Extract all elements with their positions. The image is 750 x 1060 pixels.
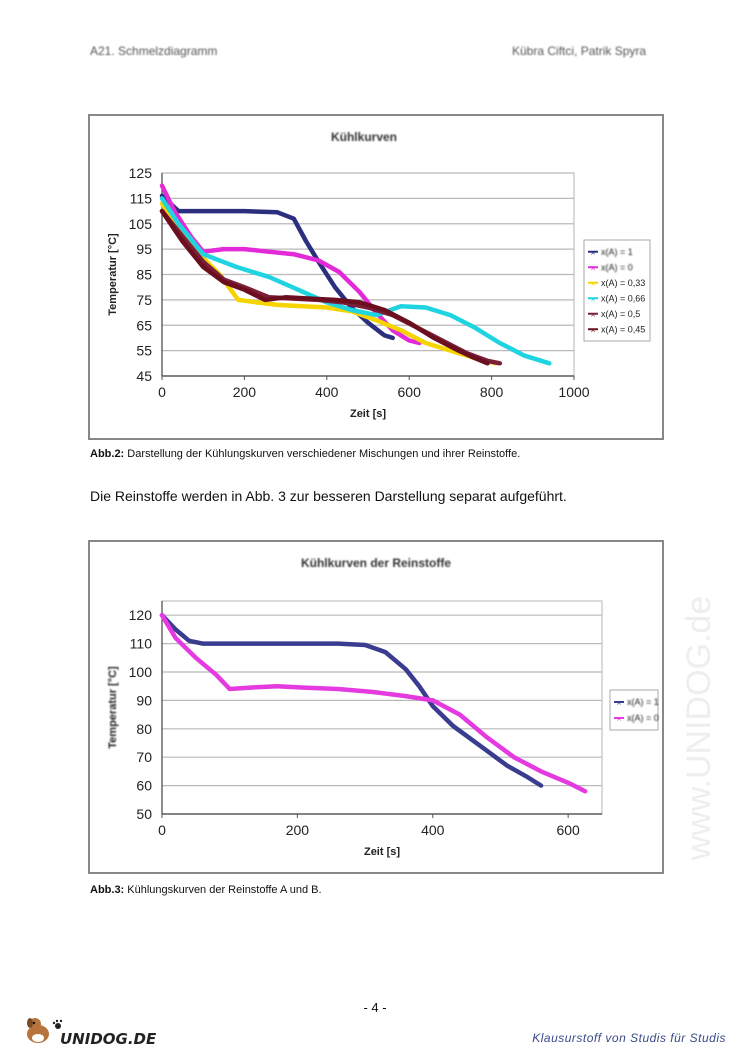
legend-label: x(A) = 0,33 bbox=[601, 278, 645, 288]
y-tick-label: 105 bbox=[129, 216, 153, 232]
legend-marker: × bbox=[590, 249, 596, 257]
figure-cooling-curves: Kühlkurven 45 55 65 75 85 95 105 115 125 0 200 400 60… bbox=[88, 114, 664, 440]
series-line bbox=[159, 196, 552, 366]
x-tick-label: 1000 bbox=[558, 384, 589, 400]
legend-label: x(A) = 0 bbox=[627, 713, 659, 723]
caption-label: Abb.3: bbox=[90, 884, 125, 896]
dog-icon bbox=[27, 1018, 49, 1043]
chart-pure-substances: Kühlkurven der Reinstoffe 50 60 70 80 90 100 11… bbox=[88, 540, 664, 874]
watermark: www.UNIDOG.de bbox=[680, 596, 718, 862]
x-tick-label: 0 bbox=[158, 384, 166, 400]
y-tick-label: 100 bbox=[129, 664, 153, 680]
x-tick-label: 600 bbox=[556, 822, 580, 838]
y-tick-label: 85 bbox=[136, 267, 152, 283]
y-axis-label: Temperatur [°C] bbox=[107, 233, 119, 316]
caption-label: Abb.2: bbox=[90, 448, 125, 460]
x-tick-label: 0 bbox=[158, 822, 166, 838]
x-tick-label: 200 bbox=[233, 384, 257, 400]
figure-2-caption: Abb.2: Darstellung der Kühlungskurven ve… bbox=[90, 448, 520, 460]
legend-label: x(A) = 1 bbox=[627, 697, 659, 707]
series-line bbox=[159, 193, 395, 341]
legend-box bbox=[609, 689, 659, 731]
y-tick-label: 80 bbox=[136, 721, 152, 737]
series-line bbox=[159, 208, 490, 366]
legend-label: x(A) = 0,5 bbox=[601, 309, 640, 319]
series-line bbox=[159, 612, 544, 788]
footer-tagline: Klausurstoff von Studis für Studis bbox=[532, 1031, 726, 1045]
y-tick-label: 70 bbox=[136, 749, 152, 765]
chart-cooling-curves: Kühlkurven 45 55 65 75 85 95 105 115 125 0 200 400 60… bbox=[88, 114, 664, 440]
x-axis-label: Zeit [s] bbox=[364, 846, 400, 858]
legend-marker: × bbox=[590, 264, 596, 272]
caption-text: Kühlungskurven der Reinstoffe A und B. bbox=[124, 884, 322, 896]
logo-text: UNIDOG.DE bbox=[60, 1030, 157, 1048]
y-tick-label: 65 bbox=[136, 317, 152, 333]
y-tick-label: 95 bbox=[136, 241, 152, 257]
paw-icon bbox=[52, 1019, 63, 1029]
legend-marker: × bbox=[590, 311, 596, 319]
legend-marker: × bbox=[590, 326, 596, 334]
legend-marker: × bbox=[590, 295, 596, 303]
x-tick-label: 600 bbox=[398, 384, 422, 400]
page-number: - 4 - bbox=[363, 1000, 387, 1015]
y-tick-label: 55 bbox=[136, 343, 152, 359]
y-tick-label: 110 bbox=[130, 636, 153, 652]
figure-pure-substances: Kühlkurven der Reinstoffe 50 60 70 80 90 100 11… bbox=[88, 540, 664, 874]
legend-box bbox=[583, 239, 651, 342]
x-tick-label: 800 bbox=[480, 384, 504, 400]
figure-3-caption: Abb.3: Kühlungskurven der Reinstoffe A u… bbox=[90, 884, 322, 896]
header-left: A21. Schmelzdiagramm bbox=[90, 44, 218, 58]
chart-title: Kühlkurven bbox=[331, 130, 397, 144]
legend-marker: × bbox=[616, 715, 622, 723]
legend-label: x(A) = 0,45 bbox=[601, 324, 645, 334]
series-line bbox=[159, 612, 588, 794]
header-right: Kübra Ciftci, Patrik Spyra bbox=[512, 44, 647, 58]
x-tick-label: 200 bbox=[286, 822, 310, 838]
y-axis-label: Temperatur [°C] bbox=[107, 666, 119, 749]
legend-label: x(A) = 1 bbox=[601, 247, 633, 257]
y-tick-label: 90 bbox=[136, 692, 152, 708]
legend-marker: × bbox=[616, 699, 622, 707]
y-tick-label: 125 bbox=[129, 165, 153, 181]
y-tick-label: 50 bbox=[136, 806, 152, 822]
y-tick-label: 75 bbox=[136, 292, 152, 308]
x-axis-label: Zeit [s] bbox=[350, 408, 386, 420]
y-tick-label: 115 bbox=[130, 190, 153, 206]
y-tick-label: 45 bbox=[136, 368, 152, 384]
caption-text: Darstellung der Kühlungskurven verschied… bbox=[124, 448, 521, 460]
watermark-text: www.UNIDOG.de bbox=[680, 596, 718, 862]
x-tick-label: 400 bbox=[421, 822, 445, 838]
x-tick-label: 400 bbox=[315, 384, 339, 400]
legend-label: x(A) = 0 bbox=[601, 262, 633, 272]
y-tick-label: 120 bbox=[129, 607, 153, 623]
body-paragraph: Die Reinstoffe werden in Abb. 3 zur bess… bbox=[90, 488, 567, 504]
y-tick-label: 60 bbox=[136, 778, 152, 794]
legend-marker: × bbox=[590, 280, 596, 288]
chart-title: Kühlkurven der Reinstoffe bbox=[301, 556, 451, 570]
legend-label: x(A) = 0,66 bbox=[601, 293, 645, 303]
unidog-logo: UNIDOG.DE bbox=[27, 1018, 157, 1048]
